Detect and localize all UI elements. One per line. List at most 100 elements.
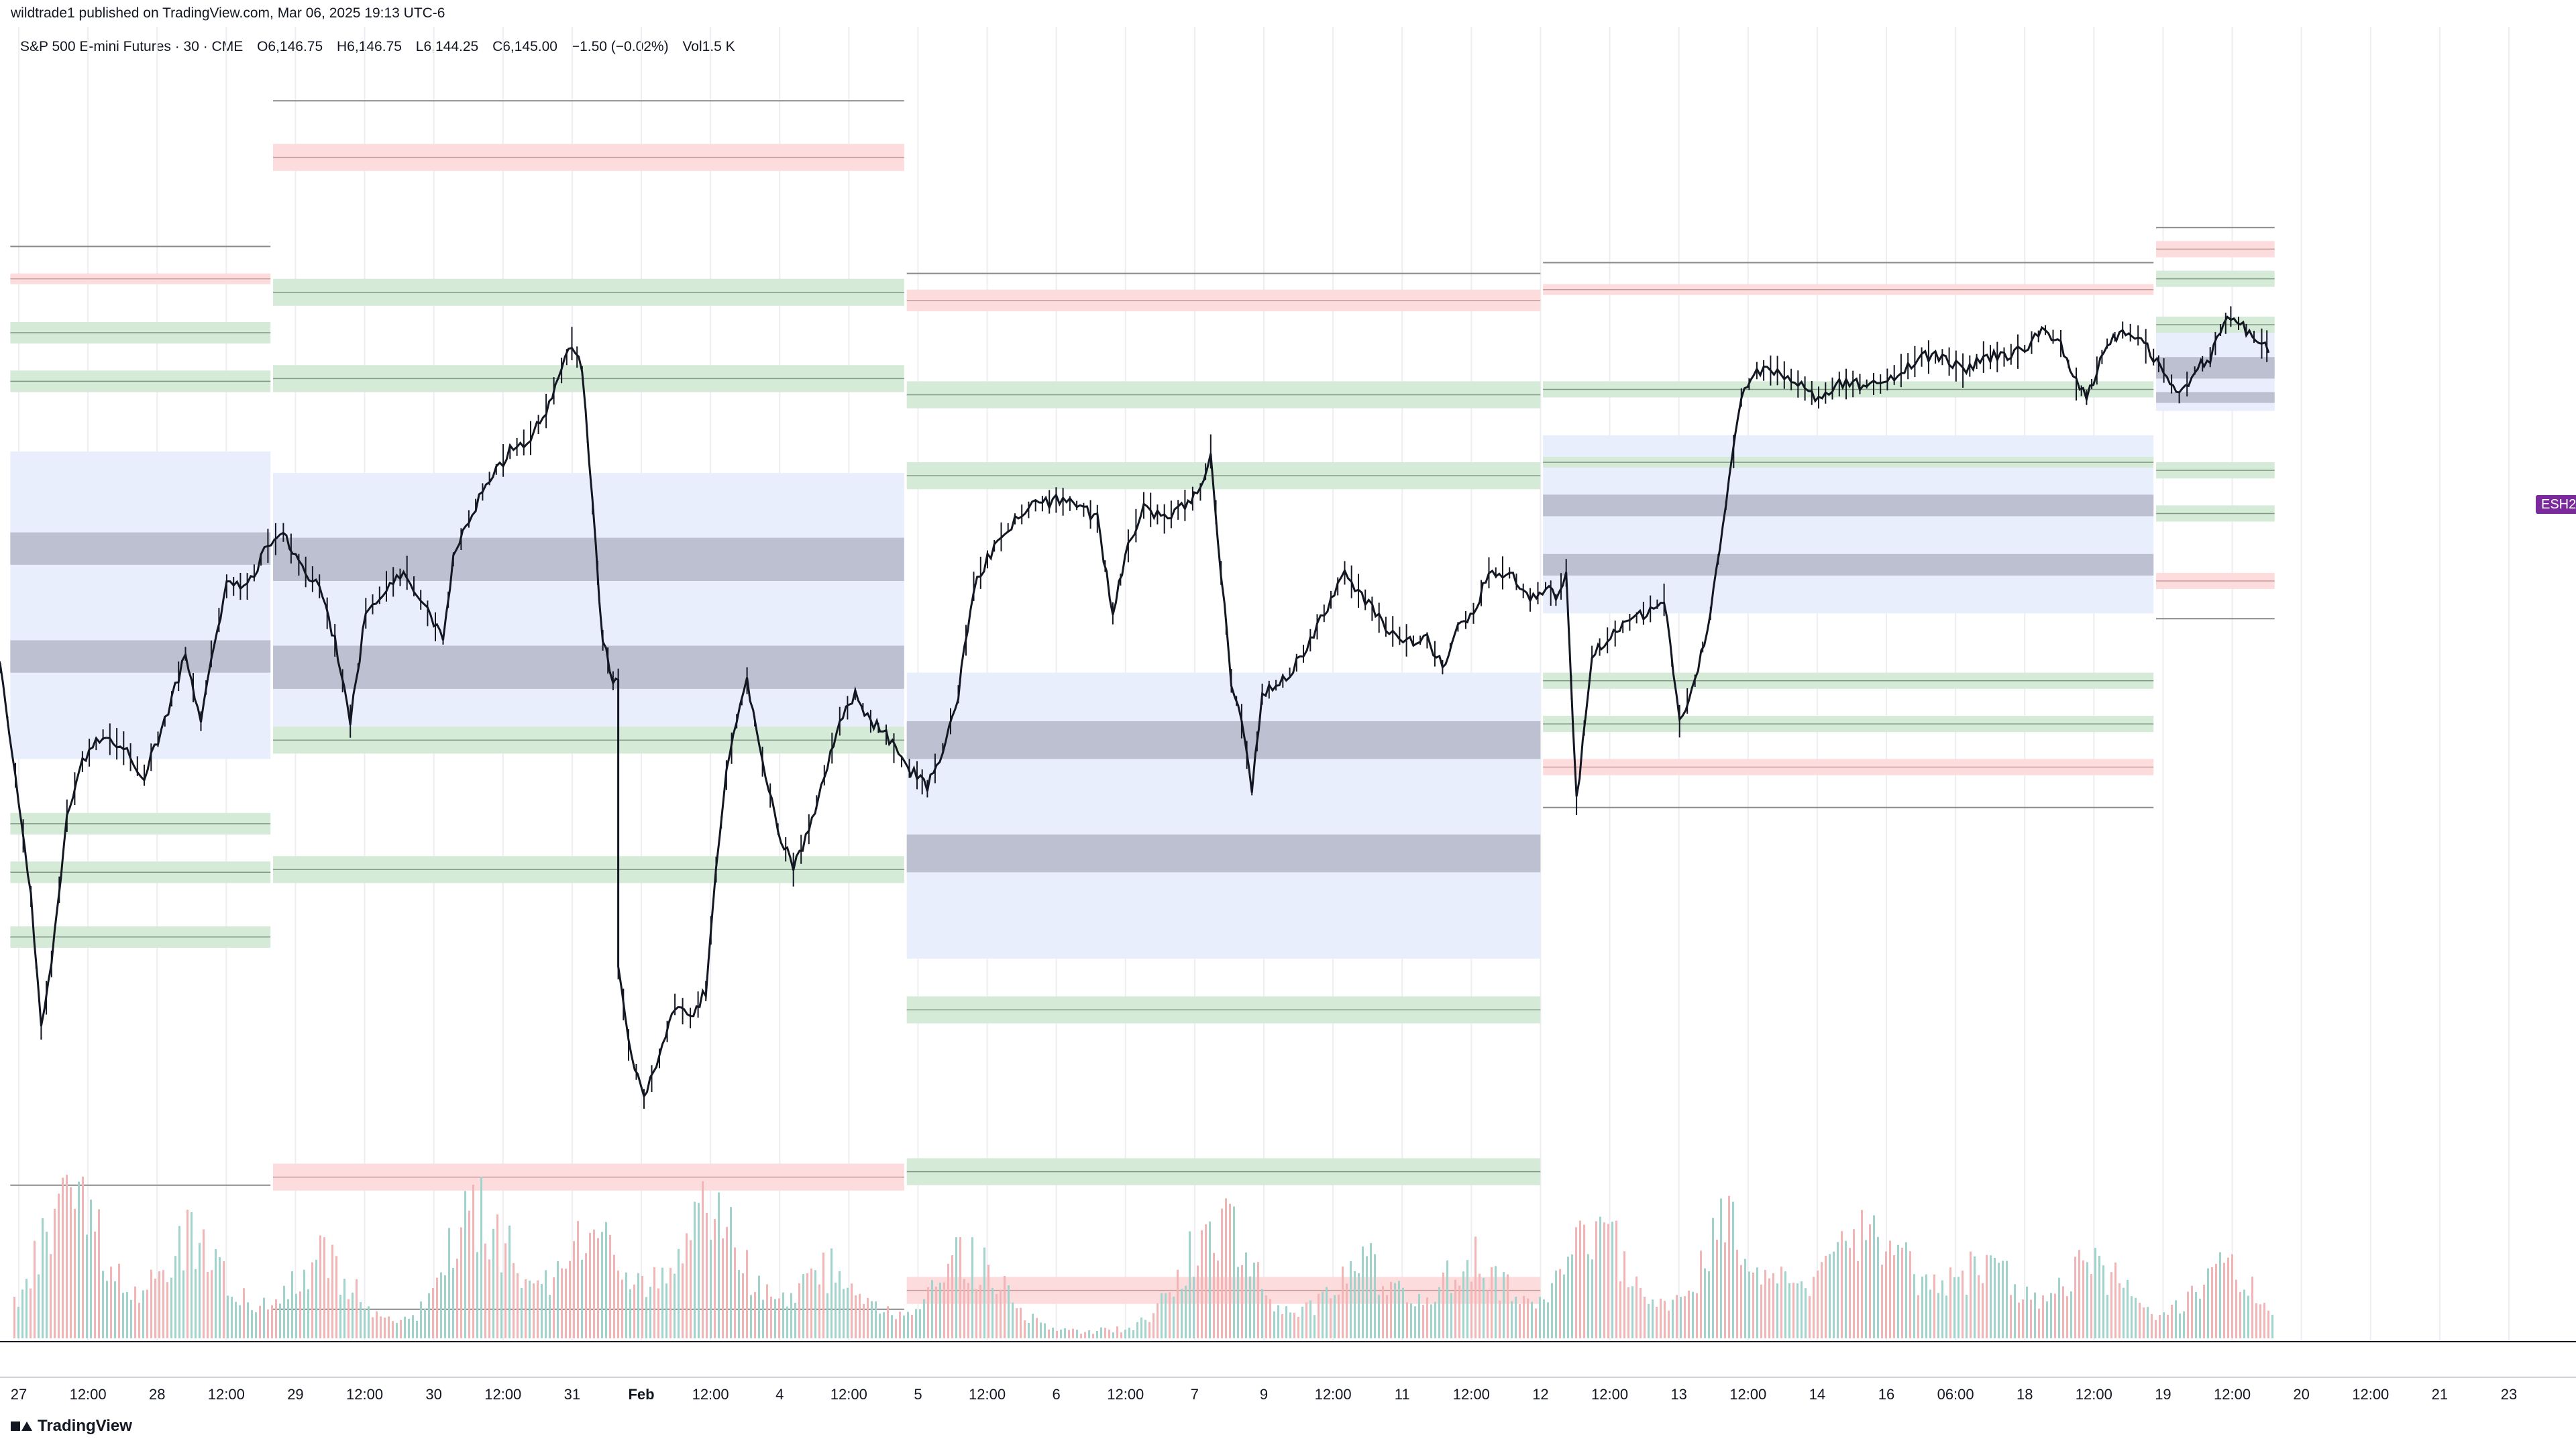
volume-bar (1941, 1280, 1943, 1338)
legend-symbol[interactable]: S&P 500 E-mini Futures · 30 · CME (20, 39, 244, 54)
legend-high: H6,146.75 (337, 39, 402, 54)
x-tick-label: 27 (11, 1386, 27, 1403)
volume-bar (1909, 1251, 1911, 1338)
volume-bar (1583, 1224, 1585, 1338)
volume-bar (436, 1277, 438, 1338)
volume-bar (130, 1299, 132, 1338)
volume-bar (770, 1296, 772, 1338)
poc-zone (10, 640, 271, 673)
volume-bar (1442, 1272, 1444, 1338)
volume-bar (2034, 1292, 2036, 1338)
time-axis[interactable]: 27 12:00 28 12:00 29 12:00 30 12:00 31 Feb 12:00 4 1… (0, 1341, 2576, 1403)
volume-bar (714, 1219, 716, 1338)
volume-bar (726, 1226, 728, 1338)
volume-bar (1474, 1236, 1477, 1338)
volume-bar (2255, 1303, 2257, 1338)
volume-bar (553, 1277, 555, 1338)
volume-bar (372, 1317, 374, 1338)
volume-bar (867, 1297, 869, 1338)
volume-bar (1225, 1198, 1227, 1338)
volume-bar (649, 1287, 651, 1338)
volume-bar (263, 1297, 265, 1338)
volume-bar (1788, 1283, 1790, 1338)
volume-bar (1152, 1313, 1155, 1338)
volume-bar (1430, 1304, 1432, 1338)
volume-bar (694, 1201, 696, 1338)
volume-bar (2078, 1250, 2080, 1338)
volume-bar (231, 1297, 233, 1338)
volume-bar (424, 1308, 426, 1338)
volume-bar (1708, 1271, 1710, 1338)
volume-bar (1064, 1328, 1066, 1338)
volume-bar (983, 1247, 985, 1338)
volume-bar (1748, 1271, 1750, 1338)
volume-bar (1056, 1330, 1058, 1338)
x-tick-label: 29 (287, 1386, 303, 1403)
x-tick-label: 12:00 (969, 1386, 1006, 1403)
volume-bar (1809, 1295, 1811, 1338)
volume-bar (661, 1267, 663, 1338)
volume-bar (967, 1283, 969, 1338)
volume-bar (182, 1270, 184, 1338)
volume-bar (1000, 1289, 1002, 1338)
x-tick-label: 7 (1191, 1386, 1199, 1403)
volume-bar (319, 1235, 321, 1338)
x-tick-label: 16 (1878, 1386, 1894, 1403)
volume-bar (855, 1295, 857, 1338)
volume-bar (690, 1240, 692, 1338)
volume-bar (698, 1203, 700, 1338)
volume-bar (2082, 1260, 2084, 1338)
volume-bar (1245, 1252, 1247, 1338)
volume-bar (1595, 1221, 1597, 1338)
volume-bar (1776, 1283, 1778, 1338)
volume-bar (782, 1292, 784, 1338)
volume-bar (291, 1271, 293, 1338)
volume-bar (440, 1272, 442, 1338)
volume-bar (2139, 1302, 2141, 1338)
tradingview-logo[interactable]: TradingView (11, 1417, 132, 1436)
volume-bar (919, 1309, 921, 1338)
volume-bar (891, 1315, 893, 1338)
volume-bar (710, 1240, 712, 1338)
x-tick-label: 11 (1395, 1386, 1410, 1403)
volume-bar (1813, 1277, 1815, 1338)
volume-bar (2058, 1277, 2060, 1338)
volume-bar (1342, 1266, 1344, 1338)
volume-bar (74, 1208, 76, 1338)
volume-bar (1527, 1298, 1529, 1338)
volume-bar (50, 1254, 52, 1338)
volume-bar (653, 1267, 655, 1338)
volume-bar (468, 1210, 470, 1338)
volume-bar (1817, 1271, 1819, 1338)
volume-bar (46, 1232, 48, 1338)
volume-bar (1112, 1332, 1114, 1338)
volume-bar (1209, 1221, 1211, 1338)
volume-bar (951, 1255, 953, 1338)
volume-bar (364, 1308, 366, 1338)
volume-bar (1406, 1302, 1408, 1338)
volume-bar (1136, 1322, 1138, 1338)
volume-bar (1531, 1301, 1533, 1338)
volume-bar (142, 1290, 144, 1338)
volume-bar (114, 1281, 116, 1338)
x-tick-label: 31 (564, 1386, 580, 1403)
volume-bar (166, 1282, 168, 1338)
volume-bar (1189, 1231, 1191, 1338)
volume-bar (134, 1286, 136, 1338)
volume-bar (1193, 1277, 1195, 1338)
volume-bar (581, 1259, 583, 1338)
volume-bar (1696, 1293, 1698, 1338)
volume-bar (778, 1298, 780, 1338)
level-zones (10, 100, 2275, 1310)
volume-bar (2010, 1295, 2012, 1338)
volume-bar (806, 1273, 808, 1338)
volume-bar (911, 1314, 913, 1338)
volume-bar (98, 1209, 100, 1338)
volume-bar (223, 1261, 225, 1338)
volume-bar (42, 1218, 44, 1338)
volume-bar (1865, 1240, 1867, 1338)
volume-bar (2143, 1307, 2145, 1338)
volume-bar (203, 1229, 205, 1338)
volume-bar (1032, 1313, 1034, 1338)
